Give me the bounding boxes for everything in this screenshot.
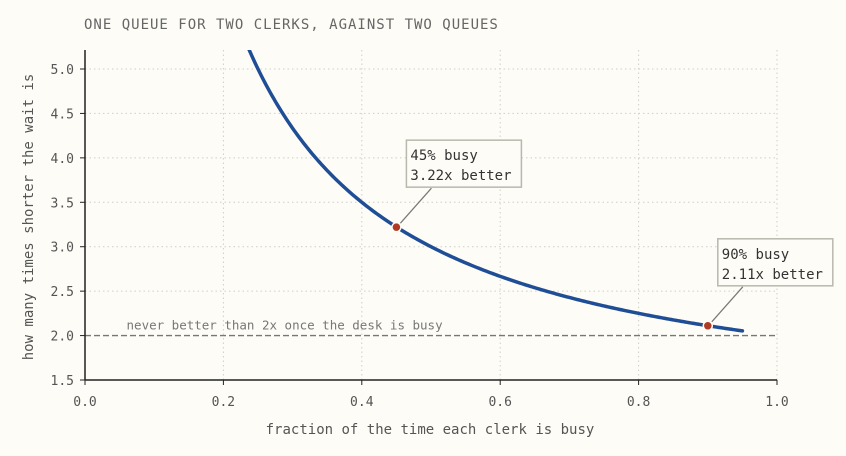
y-tick-label-5: 4.0: [51, 152, 74, 167]
callout-line1-0: 45% busy: [410, 148, 477, 164]
x-tick-label-4: 0.8: [627, 395, 650, 410]
x-axis-ticks: 0.0 0.2 0.4 0.6 0.8 1.0: [73, 380, 789, 410]
callout-box-0: [405, 139, 523, 188]
callout-line2-0: 3.22x better: [410, 168, 511, 184]
callout-line1-1: 90% busy: [722, 247, 789, 263]
y-axis-label: how many times shorter the wait is: [21, 74, 37, 361]
y-tick-label-4: 3.5: [51, 196, 74, 211]
callout-line2-1: 2.11x better: [722, 267, 823, 283]
y-axis-ticks: 1.5 2.0 2.5 3.0 3.5 4.0 4.5 5.0: [51, 63, 85, 389]
x-tick-label-5: 1.0: [765, 395, 788, 410]
highlight-points: 45% busy 3.22x better 90% busy 2.11x better: [391, 139, 834, 332]
x-axis-label: fraction of the time each clerk is busy: [266, 422, 595, 438]
highlight-point-1: [702, 320, 714, 332]
reference-line-label: never better than 2x once the desk is bu…: [127, 318, 444, 333]
y-tick-label-7: 5.0: [51, 63, 74, 78]
chart-title: ONE QUEUE FOR TWO CLERKS, AGAINST TWO QU…: [84, 17, 499, 33]
y-tick-label-3: 3.0: [51, 241, 74, 256]
series-line-curve: [247, 50, 745, 333]
highlight-point-0: [391, 221, 402, 233]
callout-leader-0: [399, 187, 432, 224]
callout-box-1: [717, 238, 834, 287]
x-tick-label-3: 0.6: [488, 395, 511, 410]
x-tick-label-2: 0.4: [350, 395, 374, 410]
y-tick-label-2: 2.5: [51, 285, 74, 300]
callout-leader-1: [711, 286, 744, 323]
y-tick-label-1: 2.0: [51, 330, 74, 345]
y-tick-label-6: 4.5: [51, 107, 74, 122]
x-tick-label-0: 0.0: [73, 395, 96, 410]
x-tick-label-1: 0.2: [212, 395, 235, 410]
y-tick-label-0: 1.5: [51, 374, 74, 389]
